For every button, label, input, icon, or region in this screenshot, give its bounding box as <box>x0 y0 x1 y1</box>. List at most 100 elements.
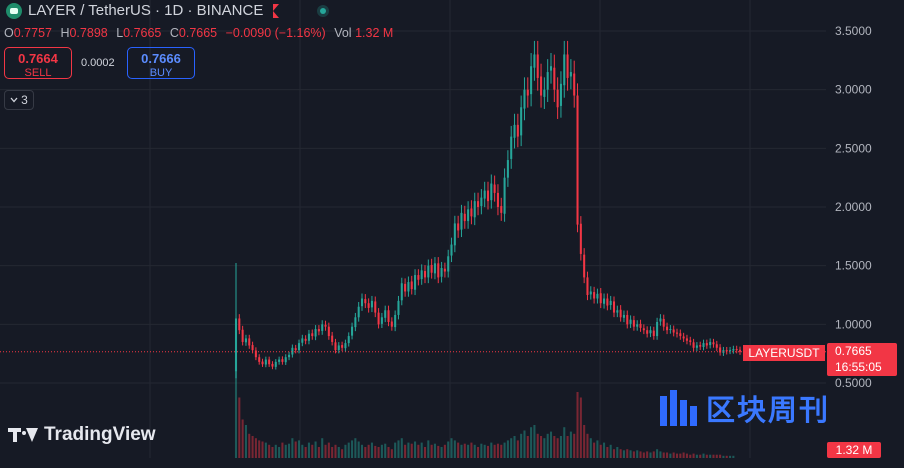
volume-bar <box>486 445 490 458</box>
candle-body <box>327 326 330 337</box>
volume-bar <box>238 397 241 458</box>
candle-body <box>370 300 373 308</box>
buy-button[interactable]: 0.7666 BUY <box>127 47 195 79</box>
volume-bar <box>291 438 294 458</box>
volume-bar <box>321 438 324 458</box>
candle-body <box>513 124 516 138</box>
candle-body <box>477 201 480 207</box>
volume-bar <box>284 444 287 458</box>
volume-bar <box>274 444 277 458</box>
candle-body <box>559 83 562 106</box>
volume-bar <box>301 444 304 458</box>
volume-bar <box>500 444 503 458</box>
volume-bar <box>268 444 271 458</box>
candle-body <box>264 359 267 365</box>
volume-bar <box>467 444 470 458</box>
volume-bar <box>536 433 539 458</box>
volume-bar <box>244 425 247 458</box>
candle-body <box>301 338 304 343</box>
volume-bar <box>705 454 708 458</box>
candle-body <box>304 338 307 341</box>
high-label: H <box>60 26 70 40</box>
volume-bar <box>709 454 712 458</box>
candle-body <box>307 333 310 341</box>
volume-bar <box>695 454 698 458</box>
volume-bar <box>666 452 669 458</box>
volume-bar <box>364 447 367 458</box>
volume-bar <box>414 441 417 458</box>
volume-bar <box>679 453 682 458</box>
candle-body <box>579 223 582 254</box>
volume-bar <box>702 453 705 458</box>
volume-bar <box>374 445 377 458</box>
volume-bar <box>354 438 357 458</box>
bar-countdown: 16:55:05 <box>835 360 882 374</box>
volume-bar <box>460 444 463 458</box>
candle-body <box>626 314 629 325</box>
close-label: C <box>169 26 179 40</box>
volume-bar <box>729 455 732 458</box>
candle-body <box>709 341 712 346</box>
volume-bar <box>264 442 267 458</box>
tradingview-logo[interactable]: TradingView <box>8 424 156 446</box>
volume-bar <box>669 453 672 458</box>
last-price-value: 0.7665 <box>835 344 872 358</box>
volume-bar <box>632 451 635 458</box>
volume-bar <box>712 454 715 458</box>
candle-body <box>324 324 327 327</box>
open-value: 0.7757 <box>13 26 52 40</box>
sell-button[interactable]: 0.7664 SELL <box>4 47 72 79</box>
candle-body <box>546 72 549 90</box>
candle-body <box>317 329 320 332</box>
symbol-price-tag: LAYERUSDT <box>743 345 825 361</box>
volume-label: Vol <box>334 26 352 40</box>
volume-bar <box>636 450 639 458</box>
candle-body <box>341 345 344 348</box>
chart-header: LAYER / TetherUS · 1D · BINANCE <box>6 2 330 19</box>
candle-body <box>738 349 742 352</box>
layer-logo-icon <box>6 2 22 19</box>
candle-body <box>284 357 287 363</box>
volume-bar <box>450 438 453 458</box>
candle-body <box>583 254 586 278</box>
volume-bar <box>699 454 702 458</box>
candle-body <box>576 95 579 225</box>
volume-value: 1.32 M <box>355 26 394 40</box>
volume-bar <box>593 442 596 458</box>
volume-bar <box>483 444 486 458</box>
volume-bar <box>675 453 679 458</box>
volume-bar <box>553 436 556 458</box>
volume-bar <box>344 444 347 458</box>
volume-bar <box>603 442 606 458</box>
candle-body <box>735 348 738 351</box>
volume-bar <box>715 454 718 458</box>
volume-bar <box>722 455 725 458</box>
candle-body <box>685 338 688 341</box>
candle-body <box>503 177 506 214</box>
candle-body <box>447 256 450 272</box>
volume-bar <box>526 436 529 458</box>
volume-bar <box>569 431 572 458</box>
candle-body <box>248 338 251 346</box>
volume-bar <box>642 452 645 458</box>
volume-bar <box>407 442 410 458</box>
candle-body <box>244 338 247 343</box>
indicators-toggle-button[interactable]: 3 <box>4 90 34 110</box>
candle-body <box>254 350 257 358</box>
symbol-title[interactable]: LAYER / TetherUS · 1D · BINANCE <box>28 2 264 19</box>
candle-body <box>390 321 393 327</box>
candle-body <box>662 318 665 327</box>
volume-bar <box>420 442 423 458</box>
candle-body <box>387 310 390 322</box>
candle-body <box>652 330 655 337</box>
volume-bar <box>685 453 688 458</box>
candle-body <box>334 342 337 351</box>
watermark: 区块周刊 <box>660 387 830 429</box>
candle-body <box>675 332 679 334</box>
volume-bar <box>579 397 582 458</box>
volume-bar <box>543 438 546 458</box>
candle-body <box>493 184 496 193</box>
candle-body <box>470 208 473 217</box>
red-flag-icon[interactable] <box>273 3 280 18</box>
